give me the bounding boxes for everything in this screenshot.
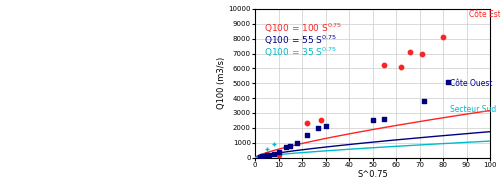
Point xyxy=(380,117,388,120)
Text: Q100 = 100 S$^{0.75}$: Q100 = 100 S$^{0.75}$ xyxy=(264,21,342,35)
Point xyxy=(265,153,273,156)
Point xyxy=(406,51,414,54)
Point xyxy=(282,146,290,149)
Y-axis label: Q100 (m3/s): Q100 (m3/s) xyxy=(216,57,226,109)
Text: Q100 = 35 S$^{0.75}$: Q100 = 35 S$^{0.75}$ xyxy=(264,45,337,59)
Point xyxy=(314,126,322,129)
Point xyxy=(274,151,282,154)
Text: Secteur Sud: Secteur Sud xyxy=(450,105,496,115)
Point xyxy=(263,147,271,150)
Text: Côte Ouest: Côte Ouest xyxy=(450,79,492,88)
Point xyxy=(396,66,404,68)
Text: Q100 = 55 S$^{0.75}$: Q100 = 55 S$^{0.75}$ xyxy=(264,33,337,47)
Point xyxy=(380,64,388,67)
Point xyxy=(274,153,282,156)
Point xyxy=(270,143,278,146)
Text: Côte Est: Côte Est xyxy=(469,10,500,19)
Point xyxy=(322,125,330,128)
Point xyxy=(317,119,325,122)
Point xyxy=(368,119,376,122)
Point xyxy=(270,153,278,156)
Point xyxy=(444,80,452,83)
Point xyxy=(302,134,310,137)
Point xyxy=(420,100,428,103)
Point xyxy=(294,141,302,144)
Point xyxy=(302,122,310,125)
Point xyxy=(286,144,294,147)
Point xyxy=(439,36,447,39)
X-axis label: S^0.75: S^0.75 xyxy=(357,170,388,179)
Point xyxy=(256,155,264,158)
Point xyxy=(258,155,266,158)
Point xyxy=(418,52,426,55)
Point xyxy=(263,154,271,157)
